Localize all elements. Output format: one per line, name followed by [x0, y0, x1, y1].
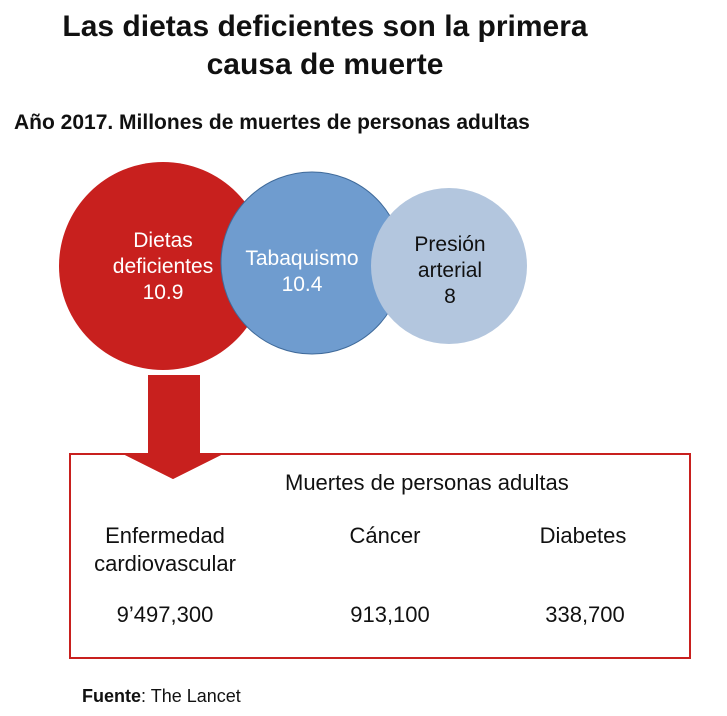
column-label: cardiovascular [94, 551, 236, 576]
column-cancer: Cáncer [349, 523, 421, 548]
value: 10.9 [142, 281, 184, 304]
label-line: Tabaquismo [245, 247, 359, 270]
page-title: Las dietas deficientes son la primera ca… [62, 10, 588, 81]
value-cancer: 913,100 [350, 602, 430, 627]
circle-presion [371, 188, 527, 344]
arrow-head [121, 453, 225, 479]
deaths-box [69, 453, 691, 659]
value-cardiovascular: 9’497,300 [116, 602, 214, 627]
column-label: Enfermedad [105, 523, 225, 548]
circle-dietas-label: Dietas deficientes 10.9 [83, 228, 243, 306]
value: 10.4 [281, 273, 323, 296]
circle-tabaquismo-label: Tabaquismo 10.4 [232, 246, 372, 298]
column-cardiovascular: Enfermedad cardiovascular [80, 522, 250, 578]
source-note: Fuente: The Lancet [82, 686, 241, 707]
subtitle: Año 2017. Millones de muertes de persona… [14, 111, 530, 134]
source-text: : The Lancet [141, 686, 241, 706]
source-label: Fuente [82, 686, 142, 706]
label-line: arterial [417, 259, 483, 282]
value: 8 [444, 285, 456, 308]
circle-presion-label: Presión arterial 8 [390, 232, 510, 310]
circle-dietas [59, 162, 267, 370]
label-line: Presión [414, 233, 486, 256]
box-heading: Muertes de personas adultas [285, 470, 569, 495]
label-line: deficientes [112, 255, 214, 278]
label-line: Dietas [133, 229, 193, 252]
column-diabetes: Diabetes [539, 523, 627, 548]
value-diabetes: 338,700 [545, 602, 625, 627]
